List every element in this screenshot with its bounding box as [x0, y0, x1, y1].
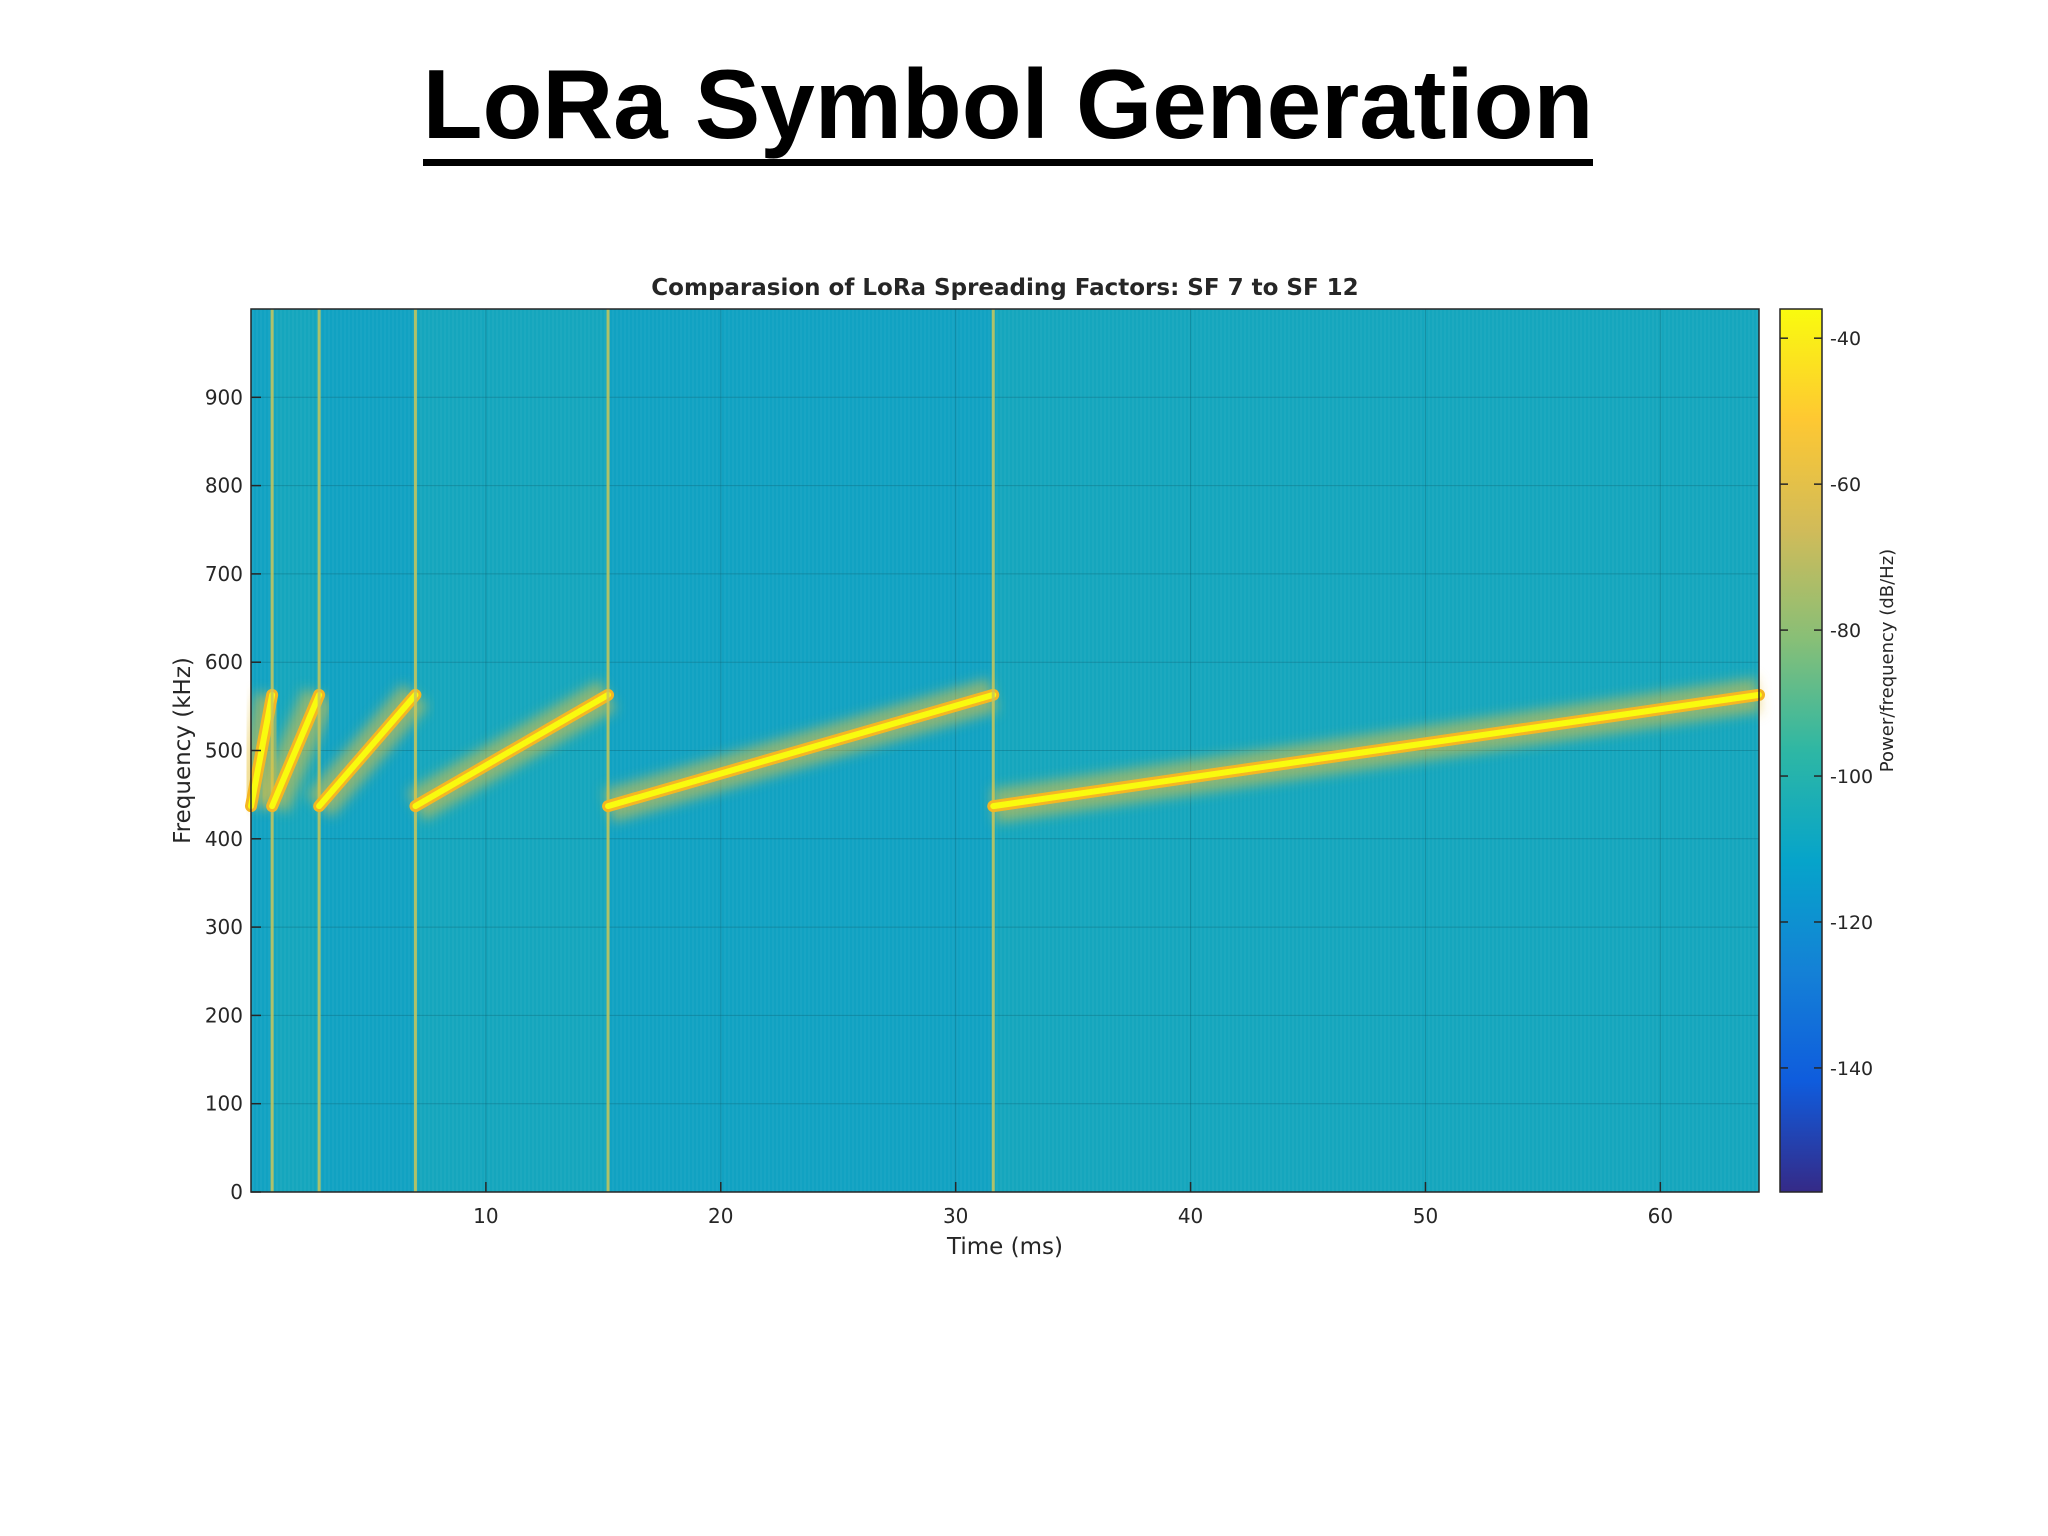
x-axis-ticks: 10 20 30 40 50 60 [473, 1182, 1673, 1228]
y-axis-label: Frequency (kHz) [170, 657, 196, 844]
chirp-trace [990, 691, 1762, 810]
chirp-trace [412, 691, 612, 810]
y-tick-label: 300 [205, 915, 243, 939]
y-tick-label: 500 [205, 739, 243, 763]
slide-title-text: LoRa Symbol Generation [422, 55, 1594, 166]
colorbar-tick-label: -60 [1830, 474, 1861, 496]
x-axis-label: Time (ms) [946, 1234, 1063, 1260]
colorbar-tick-label: -40 [1830, 328, 1861, 350]
y-tick-label: 200 [205, 1003, 243, 1027]
colorbar [1779, 308, 1823, 1193]
chirp-trace [269, 691, 323, 810]
y-tick-label: 400 [205, 827, 243, 851]
chirp-trace [605, 691, 997, 810]
x-tick-label: 10 [473, 1204, 498, 1228]
colorbar-tick-label: -100 [1830, 766, 1873, 788]
colorbar-tick-label: -140 [1830, 1058, 1873, 1080]
y-tick-label: 900 [205, 385, 243, 409]
y-tick-label: 100 [205, 1092, 243, 1116]
chirp-trace [316, 691, 419, 810]
chart-title: Comparasion of LoRa Spreading Factors: S… [651, 275, 1358, 301]
y-tick-label: 600 [205, 650, 243, 674]
x-tick-label: 50 [1413, 1204, 1438, 1228]
chirp-trace [248, 691, 276, 810]
colorbar-tick-label: -120 [1830, 912, 1873, 934]
y-tick-label: 800 [205, 474, 243, 498]
colorbar-label: Power/frequency (dB/Hz) [1877, 549, 1898, 772]
x-tick-label: 40 [1178, 1204, 1203, 1228]
signal-traces [234, 309, 1765, 1192]
colorbar-ticks: -40 -60 -80 -100 -120 -140 [1780, 328, 1873, 1080]
y-axis-ticks: 0 100 200 300 400 500 600 700 800 900 [205, 385, 261, 1204]
slide-title: LoRa Symbol Generation [0, 55, 2016, 166]
colorbar-tick-label: -80 [1830, 620, 1861, 642]
y-tick-label: 0 [230, 1180, 243, 1204]
x-tick-label: 30 [943, 1204, 968, 1228]
y-tick-label: 700 [205, 562, 243, 586]
x-tick-label: 60 [1648, 1204, 1673, 1228]
x-tick-label: 20 [708, 1204, 733, 1228]
